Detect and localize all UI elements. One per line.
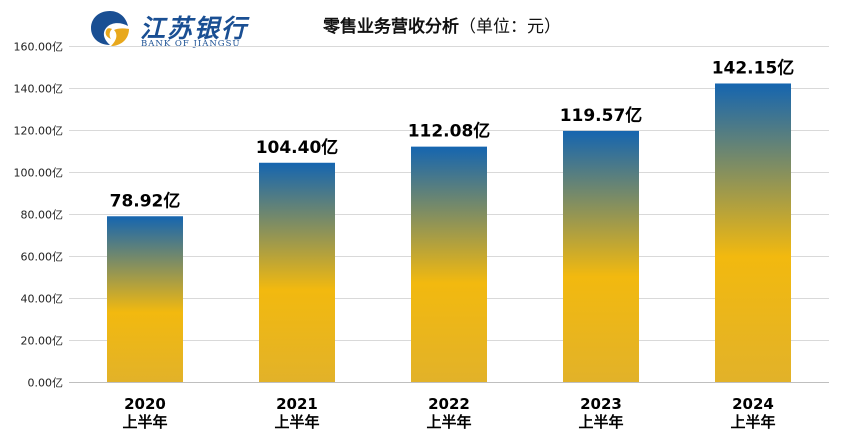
x-category-period-label: 上半年 xyxy=(426,413,471,431)
x-category-year-label: 2024 xyxy=(732,395,774,413)
x-category-period-label: 上半年 xyxy=(122,413,167,431)
bar-value-label: 104.40亿 xyxy=(256,137,339,158)
data-labels: 78.92亿 104.40亿 112.08亿 119.57亿 142.15亿 xyxy=(110,57,795,211)
x-category-period-label: 上半年 xyxy=(730,413,775,431)
chart-title-main: 零售业务营收分析 xyxy=(323,17,459,37)
y-tick-label: 160.00亿 xyxy=(14,41,64,54)
x-category-period-label: 上半年 xyxy=(274,413,319,431)
x-category-year-label: 2022 xyxy=(428,395,470,413)
bar xyxy=(107,216,183,382)
bar-value-label: 142.15亿 xyxy=(712,57,795,78)
y-tick-label: 0.00亿 xyxy=(28,377,64,390)
bar xyxy=(715,83,791,383)
bar xyxy=(411,146,487,382)
bar xyxy=(259,162,335,382)
chart-title: 零售业务营收分析（单位：元） xyxy=(323,12,561,37)
x-category-period-label: 上半年 xyxy=(578,413,623,431)
bank-logo: 江苏银行 BANK OF JIANGSU xyxy=(88,8,268,50)
bar-value-label: 119.57亿 xyxy=(560,105,643,126)
y-tick-label: 20.00亿 xyxy=(21,335,64,348)
y-tick-label: 40.00亿 xyxy=(21,293,64,306)
bars xyxy=(107,83,791,383)
x-category-year-label: 2023 xyxy=(580,395,622,413)
y-tick-label: 100.00亿 xyxy=(14,167,64,180)
bar xyxy=(563,130,639,382)
y-tick-label: 140.00亿 xyxy=(14,83,64,96)
y-tick-label: 80.00亿 xyxy=(21,209,64,222)
chart-header: 江苏银行 BANK OF JIANGSU 零售业务营收分析（单位：元） xyxy=(0,0,844,50)
bank-name-chinese: 江苏银行 xyxy=(140,14,249,43)
bank-logo-icon xyxy=(91,11,129,46)
y-tick-label: 120.00亿 xyxy=(14,125,64,138)
y-tick-label: 60.00亿 xyxy=(21,251,64,264)
x-category-year-label: 2020 xyxy=(124,395,166,413)
bar-value-label: 112.08亿 xyxy=(408,121,491,142)
y-axis-tick-labels: 0.00亿 20.00亿 40.00亿 60.00亿 80.00亿 100.00亿 120.… xyxy=(14,41,64,390)
chart-title-unit: （单位：元） xyxy=(459,17,561,37)
x-category-year-label: 2021 xyxy=(276,395,318,413)
bar-value-label: 78.92亿 xyxy=(110,190,181,211)
bank-name-english: BANK OF JIANGSU xyxy=(141,39,241,49)
